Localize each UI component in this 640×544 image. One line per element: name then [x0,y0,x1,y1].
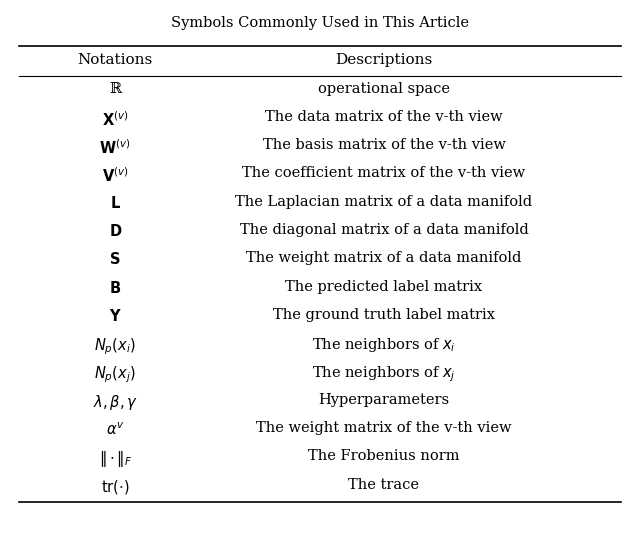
Text: The weight matrix of the v-th view: The weight matrix of the v-th view [256,421,512,435]
Text: ℝ: ℝ [109,82,121,96]
Text: The neighbors of $x_j$: The neighbors of $x_j$ [312,364,456,384]
Text: $\mathbf{X}^{(v)}$: $\mathbf{X}^{(v)}$ [102,110,129,128]
Text: The Frobenius norm: The Frobenius norm [308,449,460,463]
Text: The coefficient matrix of the v-th view: The coefficient matrix of the v-th view [243,166,525,181]
Text: Descriptions: Descriptions [335,53,433,67]
Text: $\mathbf{B}$: $\mathbf{B}$ [109,280,121,295]
Text: $N_p\left(x_i\right)$: $N_p\left(x_i\right)$ [94,336,136,357]
Text: The Laplacian matrix of a data manifold: The Laplacian matrix of a data manifold [236,195,532,209]
Text: $\mathbf{D}$: $\mathbf{D}$ [109,223,122,239]
Text: $\mathbf{V}^{(v)}$: $\mathbf{V}^{(v)}$ [102,166,129,185]
Text: The predicted label matrix: The predicted label matrix [285,280,483,294]
Text: $\mathrm{tr}(\cdot)$: $\mathrm{tr}(\cdot)$ [101,478,129,496]
Text: Notations: Notations [77,53,153,67]
Text: operational space: operational space [318,82,450,96]
Text: $\alpha^v$: $\alpha^v$ [106,421,125,438]
Text: $\mathbf{S}$: $\mathbf{S}$ [109,251,121,267]
Text: The trace: The trace [349,478,419,492]
Text: Hyperparameters: Hyperparameters [319,393,449,407]
Text: The basis matrix of the v-th view: The basis matrix of the v-th view [262,138,506,152]
Text: $\lambda, \beta, \gamma$: $\lambda, \beta, \gamma$ [93,393,138,412]
Text: The data matrix of the v-th view: The data matrix of the v-th view [265,110,503,124]
Text: $\mathbf{L}$: $\mathbf{L}$ [109,195,121,211]
Text: $\mathbf{W}^{(v)}$: $\mathbf{W}^{(v)}$ [99,138,131,157]
Text: The weight matrix of a data manifold: The weight matrix of a data manifold [246,251,522,265]
Text: $\mathbf{Y}$: $\mathbf{Y}$ [109,308,122,324]
Text: The diagonal matrix of a data manifold: The diagonal matrix of a data manifold [239,223,529,237]
Text: The ground truth label matrix: The ground truth label matrix [273,308,495,322]
Text: $\|\cdot\|_F$: $\|\cdot\|_F$ [99,449,132,469]
Text: $N_p\left(x_j\right)$: $N_p\left(x_j\right)$ [94,364,136,385]
Text: The neighbors of $x_i$: The neighbors of $x_i$ [312,336,456,354]
Text: Symbols Commonly Used in This Article: Symbols Commonly Used in This Article [171,16,469,30]
